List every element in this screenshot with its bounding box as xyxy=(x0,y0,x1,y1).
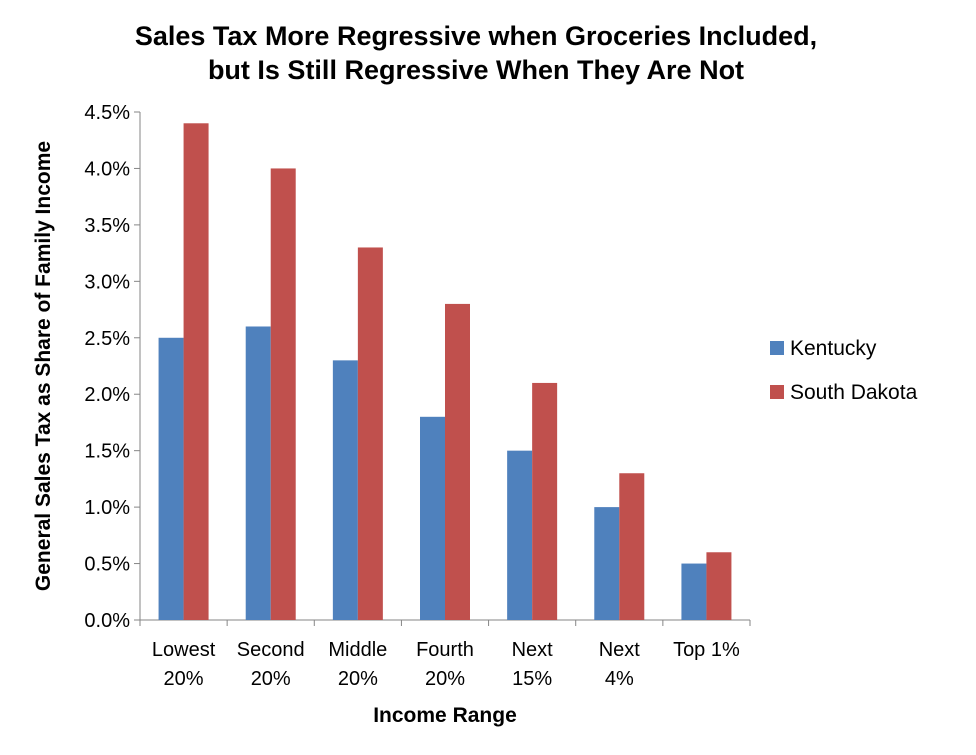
bar-south-dakota xyxy=(706,552,732,620)
bar-kentucky xyxy=(507,450,533,620)
x-category-label: 15% xyxy=(512,668,552,690)
bar-kentucky xyxy=(245,326,271,620)
y-tick-label: 0.5% xyxy=(84,554,130,576)
x-category-label: Top 1% xyxy=(673,639,740,661)
bar-south-dakota xyxy=(183,123,209,621)
x-category-label: 4% xyxy=(605,668,634,690)
y-tick-label: 2.5% xyxy=(84,328,130,350)
y-tick-label: 3.5% xyxy=(84,215,130,237)
y-axis-tick-labels: 0.0% 0.5% 1.0% 1.5% 2.0% 2.5% 3.0% 3.5% 4.0% 4.5% xyxy=(84,102,130,632)
bar-kentucky xyxy=(594,507,620,620)
bar-south-dakota xyxy=(619,473,645,620)
bar-kentucky xyxy=(158,337,184,620)
x-category-label: Middle xyxy=(328,639,387,661)
chart-axes xyxy=(134,111,751,626)
x-category-label: Next xyxy=(599,639,641,661)
chart-title: Sales Tax More Regressive when Groceries… xyxy=(135,21,817,85)
bar-kentucky xyxy=(332,360,358,620)
legend-swatch xyxy=(770,341,784,355)
chart-title-line: Sales Tax More Regressive when Groceries… xyxy=(135,21,817,51)
chart-title-line: but Is Still Regressive When They Are No… xyxy=(208,55,744,85)
legend: Kentucky South Dakota xyxy=(770,337,918,404)
bar-kentucky xyxy=(681,563,707,620)
x-category-label: Next xyxy=(512,639,554,661)
bar-kentucky xyxy=(420,416,445,620)
bar-south-dakota xyxy=(445,303,470,620)
chart-bars xyxy=(158,123,732,621)
legend-label: South Dakota xyxy=(790,381,918,404)
y-tick-label: 0.0% xyxy=(84,610,130,632)
x-category-label: Lowest xyxy=(152,639,216,661)
x-category-label: 20% xyxy=(338,668,378,690)
x-category-label: 20% xyxy=(164,668,204,690)
x-axis-title: Income Range xyxy=(373,704,517,727)
y-axis-title: General Sales Tax as Share of Family Inc… xyxy=(32,141,55,591)
bar-south-dakota xyxy=(357,247,383,620)
x-category-label: Fourth xyxy=(416,639,474,661)
y-tick-label: 4.0% xyxy=(84,158,130,180)
y-tick-label: 4.5% xyxy=(84,102,130,124)
x-axis-tick-labels: Lowest 20% Second 20% Middle 20% Fourth 20% Next… xyxy=(152,639,740,690)
x-category-label: Second xyxy=(237,639,305,661)
y-tick-label: 1.5% xyxy=(84,441,130,463)
legend-label: Kentucky xyxy=(790,337,877,360)
x-category-label: 20% xyxy=(251,668,291,690)
bar-south-dakota xyxy=(532,382,558,620)
y-tick-label: 2.0% xyxy=(84,384,130,406)
y-tick-label: 3.0% xyxy=(84,271,130,293)
legend-swatch xyxy=(770,385,784,399)
bar-south-dakota xyxy=(270,168,296,620)
y-tick-label: 1.0% xyxy=(84,497,130,519)
x-category-label: 20% xyxy=(425,668,465,690)
